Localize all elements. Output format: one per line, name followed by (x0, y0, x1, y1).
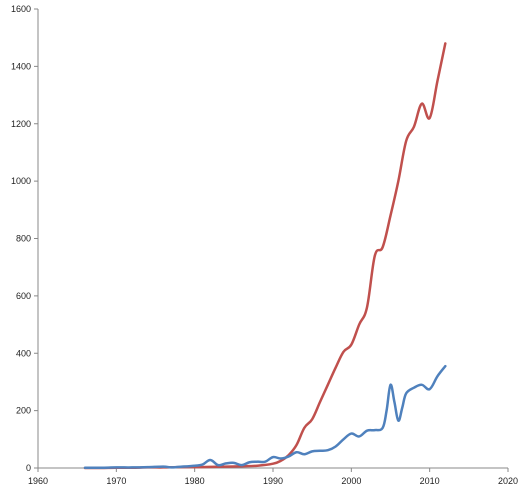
y-tick-label: 1400 (11, 61, 31, 71)
y-tick-label: 400 (16, 348, 31, 358)
x-tick-label: 2000 (341, 476, 361, 486)
y-tick-label: 800 (16, 234, 31, 244)
series-lines (83, 42, 447, 470)
y-tick-label: 0 (26, 463, 31, 473)
x-tick-label: 1980 (185, 476, 205, 486)
y-tick-label: 1000 (11, 176, 31, 186)
x-tick-label: 1970 (106, 476, 126, 486)
x-tick-label: 2010 (420, 476, 440, 486)
y-tick-label: 1600 (11, 4, 31, 14)
y-tick-label: 1200 (11, 119, 31, 129)
x-axis: 1960 1970 1980 1990 2000 2010 2020 (28, 467, 518, 486)
y-tick-label: 600 (16, 291, 31, 301)
y-axis: 0 200 400 600 800 1000 1200 1400 1600 (11, 4, 39, 473)
x-tick-label: 1990 (263, 476, 283, 486)
y-tick-label: 200 (16, 406, 31, 416)
series-line-1 (83, 42, 447, 470)
x-tick-label: 1960 (28, 476, 48, 486)
x-tick-label: 2020 (498, 476, 518, 486)
series-line-2 (83, 364, 447, 469)
